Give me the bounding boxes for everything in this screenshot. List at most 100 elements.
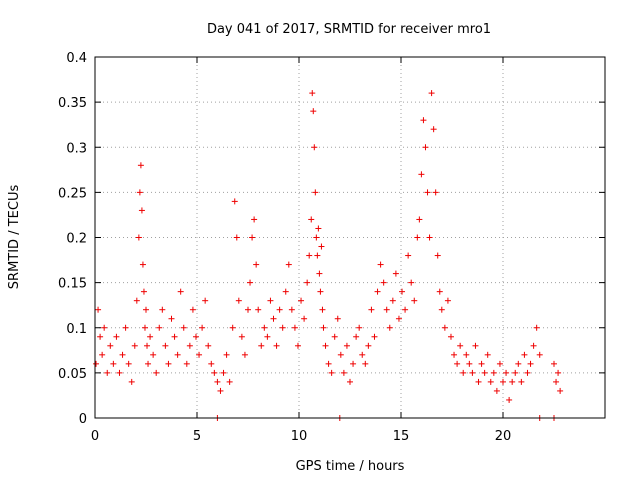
data-point — [162, 342, 169, 349]
data-point — [220, 369, 227, 376]
data-point — [377, 261, 384, 268]
data-point — [306, 252, 313, 259]
data-point — [536, 351, 543, 358]
data-point — [371, 333, 378, 340]
data-point — [231, 198, 238, 205]
data-point — [261, 324, 268, 331]
data-point — [365, 342, 372, 349]
data-point — [101, 324, 108, 331]
data-point — [116, 369, 123, 376]
data-point — [119, 351, 126, 358]
data-point — [113, 333, 120, 340]
data-point — [555, 369, 562, 376]
data-point — [255, 306, 262, 313]
ticks: 0 0.05 0.1 0.15 0.2 0.25 0.3 0.35 0.4 0 5 10 15 20 — [58, 51, 605, 444]
data-point — [145, 360, 152, 367]
data-point — [174, 351, 181, 358]
y-tick-label: 0 — [79, 412, 87, 427]
data-point — [150, 351, 157, 358]
data-point — [466, 360, 473, 367]
data-point — [405, 252, 412, 259]
data-point — [104, 369, 111, 376]
data-point — [267, 297, 274, 304]
y-tick-label: 0.35 — [58, 96, 87, 111]
y-tick-label: 0.1 — [66, 322, 87, 337]
data-point — [258, 342, 265, 349]
data-point — [128, 378, 135, 385]
data-point — [399, 288, 406, 295]
data-point — [183, 360, 190, 367]
data-point — [386, 324, 393, 331]
data-point — [444, 297, 451, 304]
data-points — [93, 90, 564, 421]
x-tick-label: 20 — [495, 429, 512, 444]
data-point — [451, 351, 458, 358]
data-point — [322, 342, 329, 349]
data-point — [171, 333, 178, 340]
data-point — [141, 324, 148, 331]
data-point — [530, 342, 537, 349]
chart-title: Day 041 of 2017, SRMTID for receiver mro… — [207, 22, 491, 37]
data-point — [311, 144, 318, 151]
data-point — [217, 387, 224, 394]
data-point — [347, 378, 353, 385]
data-point — [208, 360, 215, 367]
data-point — [186, 342, 193, 349]
data-point — [434, 252, 441, 259]
data-point — [337, 351, 344, 358]
data-point — [298, 297, 305, 304]
data-point — [392, 270, 399, 277]
data-point — [515, 360, 522, 367]
data-point — [159, 306, 166, 313]
data-point — [331, 333, 338, 340]
data-point — [177, 288, 184, 295]
data-point — [350, 360, 357, 367]
data-point — [430, 126, 437, 133]
data-point — [496, 360, 503, 367]
data-point — [316, 270, 323, 277]
data-point — [288, 306, 295, 313]
data-point — [99, 351, 106, 358]
data-point — [533, 324, 540, 331]
data-point — [426, 234, 433, 241]
data-point — [205, 342, 212, 349]
data-point — [214, 378, 221, 385]
data-point — [95, 306, 102, 313]
data-point — [408, 279, 415, 286]
y-tick-label: 0.4 — [66, 51, 87, 66]
x-tick-label: 5 — [193, 429, 201, 444]
data-point — [454, 360, 461, 367]
data-point — [137, 162, 144, 169]
data-point — [249, 234, 256, 241]
data-point — [319, 306, 326, 313]
grid — [95, 57, 605, 418]
data-point — [165, 360, 172, 367]
x-axis-label: GPS time / hours — [296, 459, 405, 474]
data-point — [192, 333, 199, 340]
data-point — [309, 90, 316, 97]
data-point — [270, 315, 277, 322]
data-point — [506, 396, 513, 403]
data-point — [521, 351, 528, 358]
data-point — [135, 234, 142, 241]
data-point — [518, 378, 525, 385]
x-tick-label: 15 — [393, 429, 410, 444]
data-point — [304, 279, 311, 286]
data-point — [144, 342, 151, 349]
data-point — [301, 315, 308, 322]
data-point — [153, 369, 160, 376]
data-point — [334, 315, 341, 322]
data-point — [484, 351, 491, 358]
data-point — [475, 378, 482, 385]
data-point — [294, 342, 301, 349]
data-point — [282, 288, 289, 295]
data-point — [138, 207, 145, 214]
y-tick-label: 0.15 — [58, 277, 87, 292]
data-point — [312, 189, 319, 196]
data-point — [328, 369, 335, 376]
data-point — [133, 297, 140, 304]
data-point — [463, 351, 470, 358]
data-point — [503, 369, 510, 376]
data-point — [395, 315, 402, 322]
data-point — [168, 315, 175, 322]
